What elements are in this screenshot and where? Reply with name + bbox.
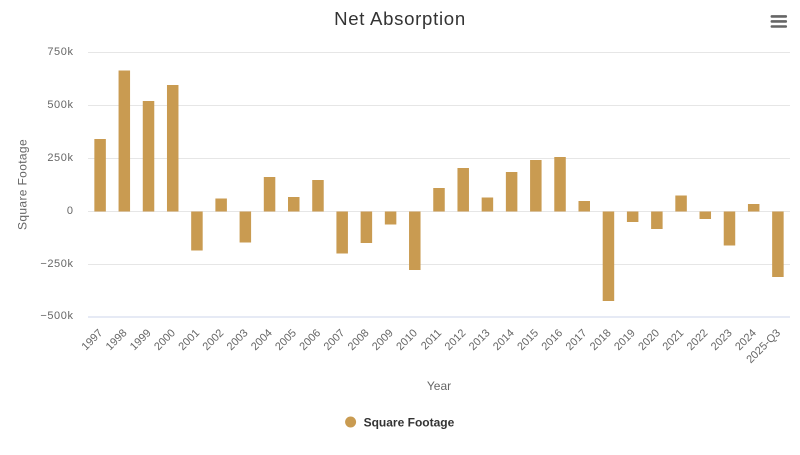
svg-text:250k: 250k [47, 152, 73, 164]
svg-text:500k: 500k [47, 99, 73, 111]
svg-text:750k: 750k [47, 46, 73, 58]
svg-text:0: 0 [67, 205, 74, 217]
svg-text:−250k: −250k [40, 258, 73, 270]
svg-text:Year: Year [427, 379, 451, 393]
svg-text:Net Absorption: Net Absorption [334, 8, 466, 29]
svg-text:Square Footage: Square Footage [15, 139, 29, 230]
svg-text:Square Footage: Square Footage [364, 416, 455, 430]
svg-text:−500k: −500k [40, 310, 73, 322]
